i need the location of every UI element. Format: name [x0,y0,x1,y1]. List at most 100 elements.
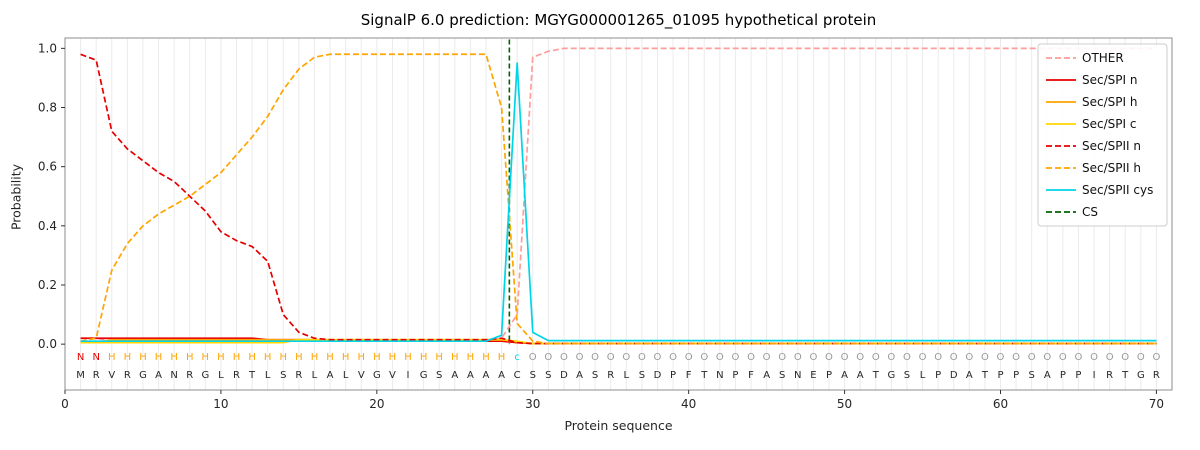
annotation-letter: O [716,352,724,363]
annotation-letter: O [685,352,693,363]
annotation-letter: O [1075,352,1083,363]
sequence-letter: P [670,370,676,381]
annotation-letter: O [872,352,880,363]
sequence-letter: S [592,370,598,381]
annotation-letter: H [170,352,178,363]
gridlines [80,38,1157,390]
sequence-letter: L [265,370,271,381]
sequence-letter: S [904,370,910,381]
annotation-letter: H [357,352,365,363]
annotation-letter: O [950,352,958,363]
annotation-letter: O [700,352,708,363]
annotation-letter: O [747,352,755,363]
sequence-letter: S [1028,370,1034,381]
sequence-letter: P [732,370,738,381]
x-tick-label: 60 [993,397,1008,411]
sequence-letter: D [950,370,958,381]
sequence-letter: F [686,370,692,381]
annotation-letter: H [451,352,459,363]
annotation-letter: H [342,352,350,363]
annotation-letter: O [809,352,817,363]
annotation-letter: O [825,352,833,363]
series-sec-spii-n [80,53,1157,345]
sequence-letter: S [639,370,645,381]
sequence-letter: P [1060,370,1066,381]
sequence-letter: G [201,370,209,381]
legend-label: Sec/SPII cys [1082,183,1153,197]
sequence-letter: P [1013,370,1019,381]
sequence-letter: F [748,370,754,381]
annotation-letter: H [233,352,241,363]
series-sec-spii-cys [80,62,1157,343]
chart-title: SignalP 6.0 prediction: MGYG000001265_01… [360,11,877,29]
sequence-letter: R [233,370,240,381]
annotation-letter: O [841,352,849,363]
annotation-letter: H [108,352,116,363]
sequence-letter: R [295,370,302,381]
annotation-letter: O [529,352,537,363]
annotation-letter: H [389,352,397,363]
annotation-letter: O [778,352,786,363]
sequence-letter: L [624,370,630,381]
annotation-letter: O [622,352,630,363]
sequence-letter: C [514,370,521,381]
sequence-letter: G [420,370,428,381]
sequence-letter: P [997,370,1003,381]
annotation-letter: O [1090,352,1098,363]
series-sec-spii-h [80,53,1157,345]
legend: OTHER Sec/SPI n Sec/SPI h Sec/SPI c Sec/SPII… [1037,43,1168,227]
sequence-letter: L [920,370,926,381]
sequence-letter: S [545,370,551,381]
sequence-letter: S [436,370,442,381]
sequence-letter: G [887,370,895,381]
sequence-letter: R [607,370,614,381]
annotation-letter: O [856,352,864,363]
sequence-letter: V [108,370,115,381]
sequence-letter: A [327,370,334,381]
annotation-letter: H [326,352,334,363]
annotation-letter: O [544,352,552,363]
sequence-letter: A [1044,370,1051,381]
annotation-letter: H [217,352,225,363]
legend-label: CS [1082,205,1098,219]
annotation-letter: O [887,352,895,363]
y-tick-label: 0.6 [38,160,57,174]
legend-label: OTHER [1082,51,1124,65]
x-tick-label: 50 [837,397,852,411]
sequence-letter: V [358,370,365,381]
annotation-letter: H [124,352,132,363]
x-tick-label: 0 [61,397,69,411]
plot-border [64,37,1173,391]
sequence-letter: R [186,370,193,381]
x-tick-label: 30 [525,397,540,411]
annotation-letter: H [467,352,475,363]
y-axis-ticks: 0.0 0.2 0.4 0.6 0.8 1.0 [38,41,65,351]
sequence-letter: P [1075,370,1081,381]
sequence-letter: T [1121,370,1129,381]
annotation-letter: O [654,352,662,363]
annotation-letter: H [420,352,428,363]
annotation-letter: H [186,352,194,363]
x-tick-label: 70 [1149,397,1164,411]
y-tick-label: 0.4 [38,219,57,233]
sequence-letter: S [280,370,286,381]
annotation-letter: O [919,352,927,363]
x-tick-label: 10 [213,397,228,411]
annotation-letter: H [264,352,272,363]
annotation-letter: N [77,352,84,363]
sequence-letter: G [1137,370,1145,381]
sequence-letter: A [467,370,474,381]
sequence-letter: L [312,370,318,381]
annotation-letter: O [1106,352,1114,363]
annotation-letter: O [1028,352,1036,363]
annotation-letter: O [638,352,646,363]
sequence-letter: T [700,370,708,381]
annotation-letter: O [1043,352,1051,363]
legend-label: Sec/SPII n [1082,139,1141,153]
sequence-letter: A [966,370,973,381]
sequence-letter: N [794,370,801,381]
annotation-letter: H [248,352,256,363]
sequence-letter: G [373,370,381,381]
